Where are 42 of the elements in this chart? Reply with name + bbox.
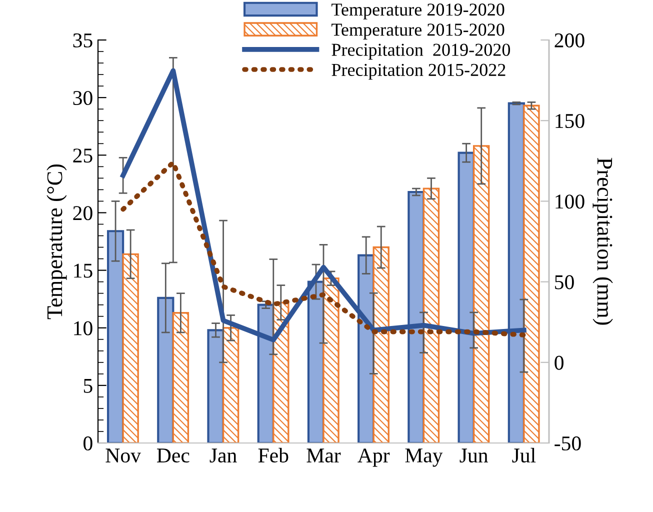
x-tick-label: Apr bbox=[358, 448, 390, 467]
y-axis-title: Temperature (°C) bbox=[46, 164, 67, 320]
legend-label: Precipitation 2019-2020 bbox=[332, 44, 510, 60]
legend-label: Temperature 2019-2020 bbox=[332, 4, 504, 20]
x-tick-label: Dec bbox=[156, 448, 190, 463]
y2-axis-title: Precipitation (mm) bbox=[592, 158, 613, 325]
bar bbox=[207, 329, 224, 443]
line-series bbox=[120, 160, 526, 338]
x-tick-label: Jul bbox=[512, 448, 536, 463]
y2-tick-label: 200 bbox=[554, 33, 584, 48]
bar bbox=[422, 188, 440, 443]
y-tick-label: 35 bbox=[73, 33, 92, 48]
bar bbox=[523, 104, 540, 443]
bar bbox=[372, 246, 390, 443]
x-tick-label: Nov bbox=[106, 448, 141, 463]
y-tick-label: 15 bbox=[74, 264, 92, 278]
y-tick-label: 0 bbox=[84, 436, 92, 450]
bar bbox=[172, 312, 190, 443]
legend-label: Precipitation 2015-2022 bbox=[332, 64, 506, 80]
y-tick-label: 20 bbox=[73, 206, 92, 220]
y-tick-label: 30 bbox=[73, 90, 92, 106]
bar bbox=[157, 296, 174, 443]
bar bbox=[272, 302, 290, 443]
legend-label: Temperature 2015-2020 bbox=[332, 24, 504, 40]
x-tick-label: Feb bbox=[258, 448, 288, 463]
x-tick-label: Jun bbox=[460, 448, 488, 463]
y2-tick-label: 0 bbox=[554, 356, 564, 370]
bar bbox=[122, 253, 139, 443]
bar bbox=[222, 327, 240, 443]
y-tick-label: 25 bbox=[73, 148, 92, 163]
y-tick-label: 10 bbox=[74, 321, 92, 336]
y2-tick-label: 150 bbox=[556, 114, 584, 128]
bar bbox=[322, 278, 340, 443]
x-tick-label: May bbox=[405, 448, 443, 467]
y2-tick-label: 100 bbox=[556, 194, 584, 209]
x-tick-label: Jan bbox=[210, 448, 237, 463]
y2-tick-label: -50 bbox=[554, 436, 581, 450]
y2-tick-label: 50 bbox=[555, 275, 574, 290]
x-tick-label: Mar bbox=[306, 448, 341, 463]
bar bbox=[106, 230, 124, 443]
y-tick-label: 5 bbox=[84, 379, 92, 393]
bar bbox=[473, 145, 490, 443]
